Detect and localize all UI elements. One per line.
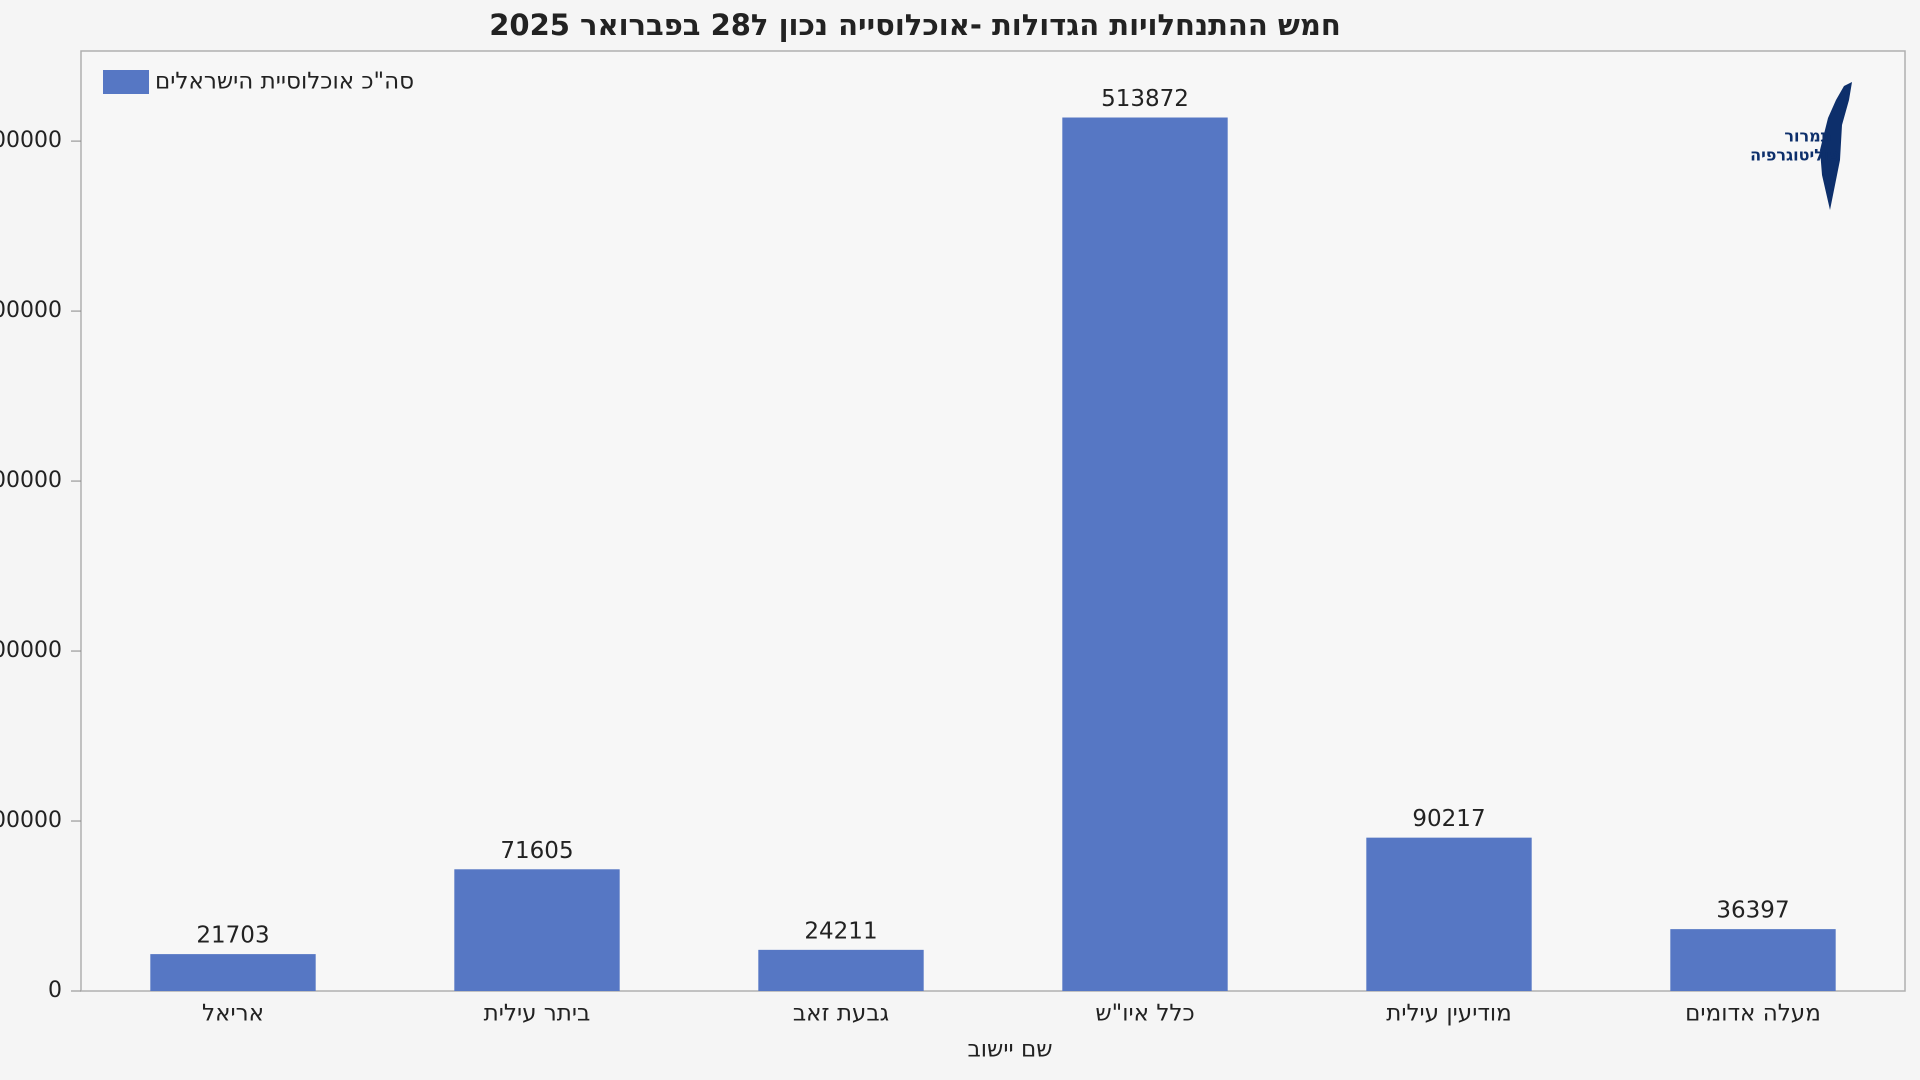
bar <box>150 954 316 991</box>
y-tick-label: 100000 <box>0 808 62 833</box>
plot-area <box>80 50 1906 992</box>
y-tick-label: 200000 <box>0 638 62 663</box>
bar <box>1670 929 1836 991</box>
y-tick-label: 500000 <box>0 128 62 153</box>
bar <box>1366 837 1532 991</box>
value-label: 24211 <box>804 918 877 944</box>
value-label: 36397 <box>1716 898 1789 924</box>
x-tick-label: מודיעין עילית <box>1386 1001 1512 1027</box>
value-label: 71605 <box>500 838 573 864</box>
logo-map <box>1820 82 1852 210</box>
legend-swatch <box>103 70 149 94</box>
bar <box>454 869 620 991</box>
x-tick-label: מעלה אדומים <box>1685 1001 1821 1027</box>
x-tick-label: גבעת זאב <box>793 1001 889 1027</box>
value-label: 21703 <box>196 923 269 949</box>
y-tick-label: 300000 <box>0 468 62 493</box>
logo-text: תמרור <box>1784 127 1831 146</box>
logo-text: פוליטוגרפיה <box>1750 146 1840 165</box>
y-tick-label: 0 <box>48 978 62 1003</box>
value-label: 513872 <box>1101 86 1189 112</box>
logo: תמרור פוליטוגרפיה <box>1750 82 1852 210</box>
x-tick-label: כלל איו"ש <box>1095 1001 1194 1027</box>
bar <box>758 949 924 991</box>
bar <box>1062 117 1228 992</box>
x-axis-label: שם יישוב <box>967 1037 1052 1063</box>
x-tick-label: ביתר עילית <box>484 1001 591 1027</box>
legend-label: סה"כ אוכלוסיית הישראלים <box>155 69 414 95</box>
value-label: 90217 <box>1412 806 1485 832</box>
y-tick-label: 400000 <box>0 298 62 323</box>
x-tick-label: אריאל <box>202 1001 264 1027</box>
chart-title: חמש ההתנחלויות הגדולות -אוכלוסייה נכון ל… <box>489 8 1341 42</box>
